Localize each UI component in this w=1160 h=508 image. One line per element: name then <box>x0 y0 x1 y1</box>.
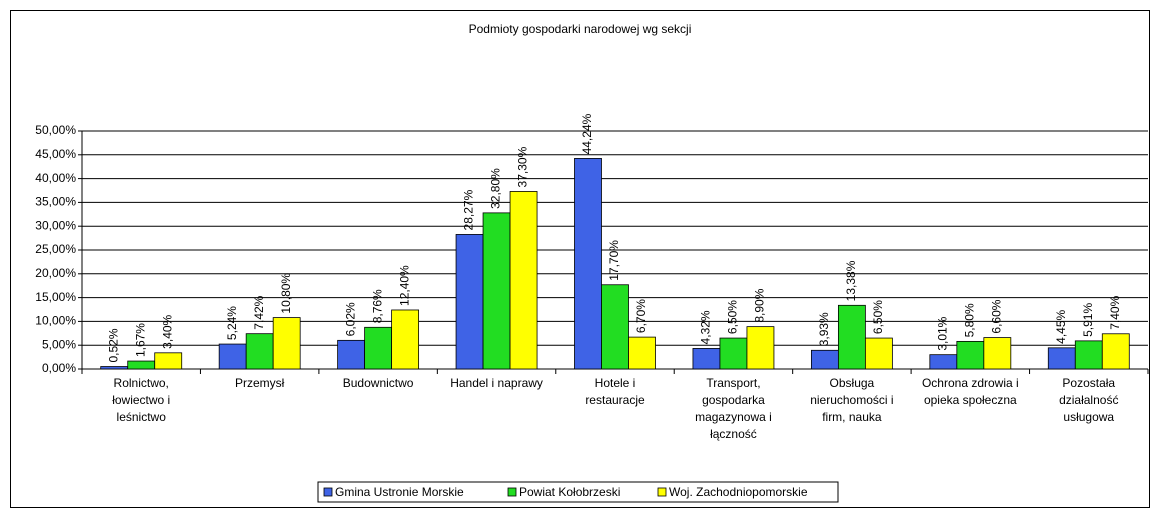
bar <box>337 339 366 370</box>
y-tick-label: 40,00% <box>35 171 76 185</box>
x-tick-label: Pozostała działalność usługowa <box>1059 376 1119 424</box>
value-label: 10,80% <box>279 273 293 314</box>
bar <box>1074 340 1103 370</box>
bar <box>628 336 656 370</box>
bar <box>810 349 839 370</box>
bar <box>455 234 484 370</box>
x-tick-label: Rolnictwo, łowiectwo i leśnictwo <box>112 376 171 424</box>
chart-title: Podmioty gospodarki narodowej wg sekcji <box>469 22 692 36</box>
x-tick-label: Przemysł <box>234 376 285 390</box>
value-label: 8,90% <box>753 288 767 322</box>
bar <box>929 354 958 370</box>
bar <box>364 326 393 370</box>
bar <box>574 158 602 370</box>
value-label: 13,38% <box>844 260 858 301</box>
bar <box>956 340 985 370</box>
value-label: 6,50% <box>726 300 740 334</box>
legend-label: Gmina Ustronie Morskie <box>335 485 464 499</box>
value-label: 4,45% <box>1054 309 1068 343</box>
value-label: 8,76% <box>370 289 384 323</box>
legend-box <box>317 481 839 503</box>
x-tick-label: Handel i naprawy <box>450 376 543 390</box>
value-label: 44,24% <box>580 113 594 154</box>
value-label: 37,30% <box>516 146 530 187</box>
value-label: 28,27% <box>462 189 476 230</box>
bar <box>1101 333 1130 370</box>
y-tick-label: 50,00% <box>35 123 76 137</box>
value-label: 3,01% <box>936 316 950 350</box>
value-label: 12,40% <box>397 265 411 306</box>
y-tick-label: 5,00% <box>42 337 76 351</box>
value-label: 4,32% <box>699 310 713 344</box>
bar <box>692 348 721 370</box>
bar <box>509 191 538 370</box>
value-label: 7,42% <box>252 295 266 329</box>
value-label: 6,60% <box>990 299 1004 333</box>
legend-swatch <box>323 487 333 497</box>
legend-swatch <box>507 487 517 497</box>
y-tick-label: 30,00% <box>35 218 76 232</box>
value-label: 5,24% <box>225 306 239 340</box>
value-label: 32,80% <box>489 168 503 209</box>
bar <box>245 333 274 370</box>
x-tick-label: Ochrona zdrowia i opieka społeczna <box>921 376 1019 407</box>
y-tick-label: 0,00% <box>42 361 76 375</box>
x-tick-label: Transport, gospodarka magazynowa i łączn… <box>695 376 772 441</box>
y-tick-label: 15,00% <box>35 290 76 304</box>
bar <box>127 360 156 370</box>
bar <box>719 337 748 370</box>
x-tick-label: Budownictwo <box>342 376 414 390</box>
x-tick-label: Hotele i restauracje <box>585 376 645 407</box>
value-label: 5,80% <box>963 303 977 337</box>
bar <box>837 304 866 370</box>
y-tick-label: 35,00% <box>35 195 76 209</box>
y-tick-label: 20,00% <box>35 266 76 280</box>
x-tick-label: Obsługa nieruchomości i firm, nauka <box>810 376 894 424</box>
value-label: 6,02% <box>343 302 357 336</box>
value-label: 6,70% <box>634 299 648 333</box>
value-label: 17,70% <box>607 240 621 281</box>
value-label: 3,93% <box>817 312 831 346</box>
y-tick-label: 45,00% <box>35 147 76 161</box>
legend-label: Powiat Kołobrzeski <box>519 485 620 499</box>
value-label: 7,40% <box>1108 295 1122 329</box>
y-tick-label: 10,00% <box>35 314 76 328</box>
bar <box>601 284 629 370</box>
bar <box>391 309 420 370</box>
value-label: 3,40% <box>160 314 174 348</box>
bar <box>272 317 301 370</box>
bar <box>218 343 247 370</box>
legend-label: Woj. Zachodniopomorskie <box>669 485 808 499</box>
bar <box>100 366 129 370</box>
value-label: 6,50% <box>871 300 885 334</box>
value-label: 0,52% <box>106 328 120 362</box>
bar <box>154 352 183 370</box>
bar <box>1047 347 1076 370</box>
bar <box>746 326 775 370</box>
bar <box>482 212 511 370</box>
y-tick-label: 25,00% <box>35 242 76 256</box>
value-label: 1,67% <box>133 323 147 357</box>
legend-swatch <box>657 487 667 497</box>
value-label: 5,91% <box>1081 303 1095 337</box>
bar <box>864 337 893 370</box>
bar <box>983 337 1012 370</box>
